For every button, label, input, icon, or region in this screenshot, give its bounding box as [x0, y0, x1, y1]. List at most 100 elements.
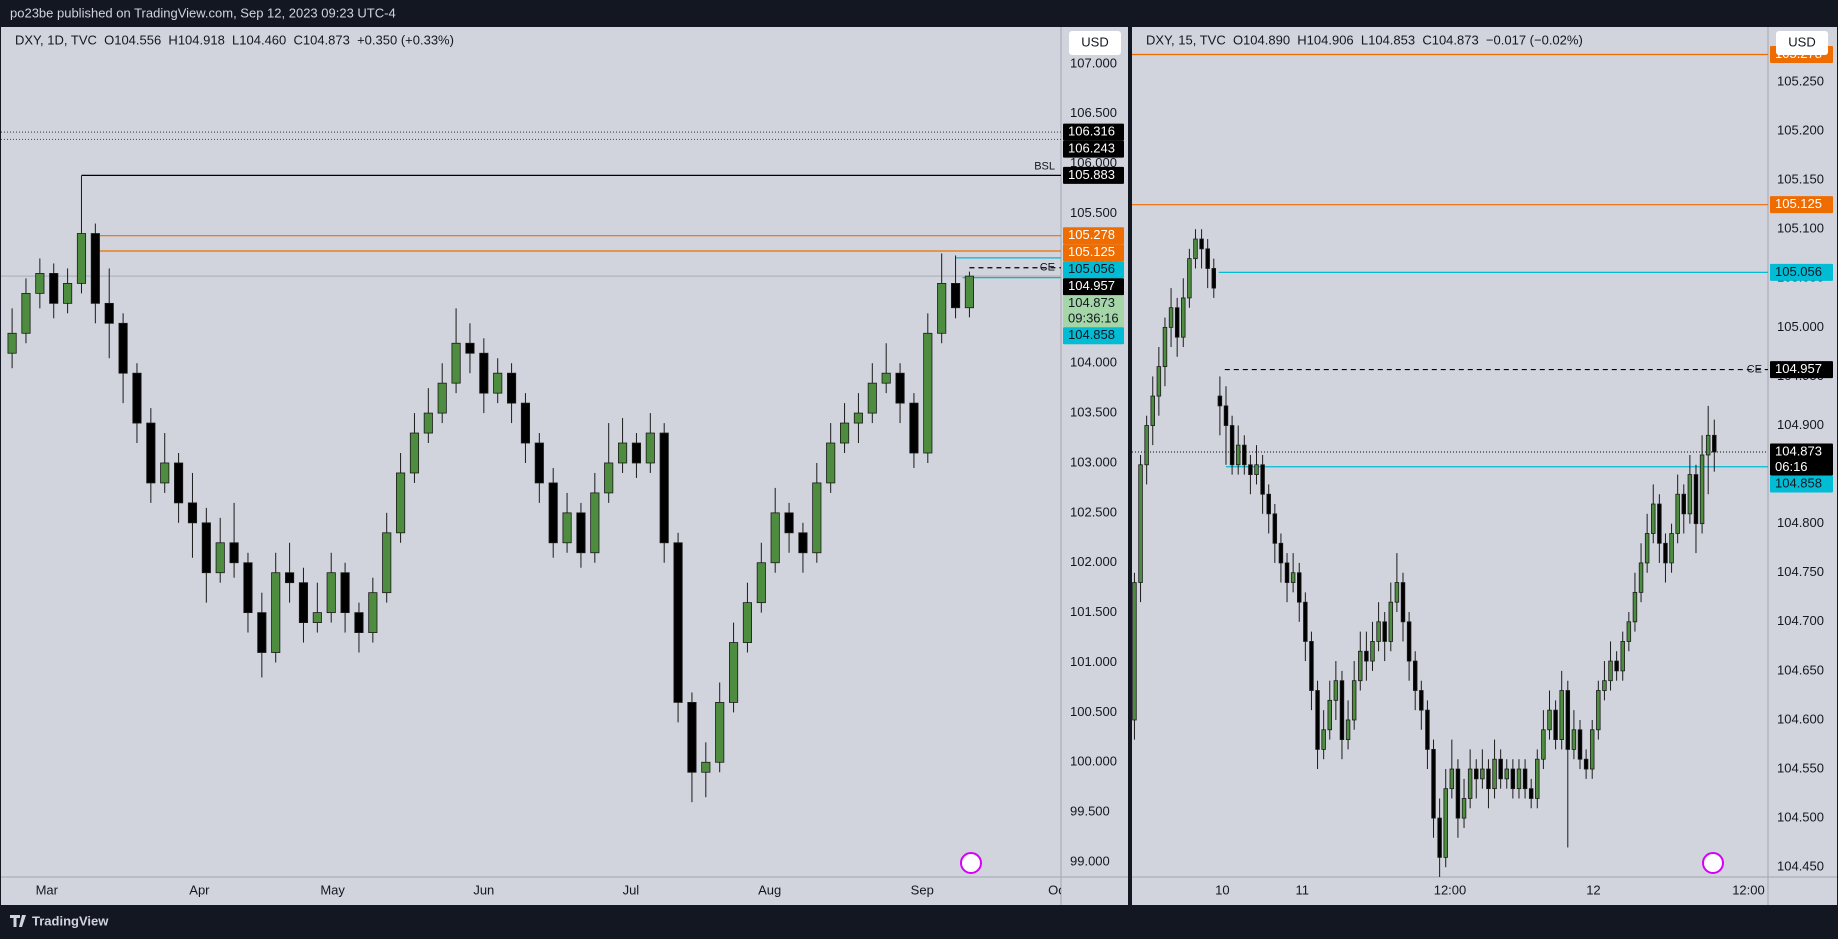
- candle-body: [1174, 307, 1180, 338]
- candle-body: [645, 432, 655, 464]
- x-tick-label: Oct: [1048, 882, 1069, 897]
- y-tick-label: 100.500: [1070, 704, 1117, 719]
- alert-icon[interactable]: [1702, 852, 1724, 874]
- candle-body: [409, 432, 420, 474]
- candle-body: [1419, 690, 1424, 711]
- y-tick-label: 99.000: [1070, 853, 1110, 868]
- candle-body: [1528, 788, 1534, 799]
- candle-body: [63, 282, 73, 304]
- candle-body: [396, 472, 406, 534]
- candle-body: [1309, 641, 1314, 691]
- candle-body: [1596, 690, 1601, 731]
- price-badge-label: 104.858: [1068, 327, 1115, 342]
- candle-body: [1644, 533, 1650, 564]
- candle-body: [1699, 454, 1705, 525]
- y-tick-label: 100.000: [1070, 754, 1117, 769]
- candle-body: [1486, 768, 1491, 790]
- candle-body: [576, 512, 586, 554]
- candle-body: [1199, 238, 1204, 250]
- time-axis: 10 11 12:00 12 12:00: [1215, 882, 1765, 897]
- candle-body: [1638, 562, 1644, 593]
- price-badge: [1063, 261, 1124, 279]
- candle-body: [1602, 680, 1607, 691]
- time-axis: Mar Apr May Jun Jul Aug Sep Oct: [36, 882, 1069, 897]
- y-tick-label: 104.500: [1777, 810, 1824, 825]
- y-tick-label: 105.100: [1777, 221, 1824, 236]
- candle-body: [715, 702, 725, 763]
- candle-body: [271, 572, 281, 653]
- price-badge-label: 104.873: [1068, 295, 1115, 310]
- candle-body: [1571, 729, 1577, 750]
- candle-body: [1498, 758, 1503, 780]
- candle-body: [312, 612, 322, 623]
- y-tick-label: 104.800: [1777, 515, 1824, 530]
- y-tick-label: 104.750: [1777, 564, 1824, 579]
- price-badge-label: 105.883: [1068, 167, 1115, 182]
- candle-body: [437, 382, 447, 414]
- candle-body: [1376, 621, 1381, 642]
- candle-body: [1235, 444, 1241, 466]
- candle-body: [1455, 768, 1461, 819]
- candle-body: [618, 442, 628, 464]
- level-text: CE: [1747, 363, 1762, 375]
- currency-button[interactable]: [1069, 31, 1121, 55]
- candle-body: [1632, 591, 1638, 623]
- candle-body: [1626, 621, 1632, 642]
- candle-body: [1138, 464, 1143, 583]
- candle-body: [562, 512, 572, 544]
- candle-body: [257, 612, 267, 653]
- price-badge-label: 105.125: [1068, 244, 1115, 259]
- x-tick-label: Jul: [623, 882, 640, 897]
- candle-body: [1254, 464, 1259, 475]
- candle-body: [1327, 699, 1332, 731]
- y-tick-label: 105.000: [1777, 319, 1824, 334]
- y-tick-label: 101.000: [1070, 654, 1117, 669]
- candle-body: [76, 233, 87, 284]
- candle-body: [90, 233, 100, 304]
- candle-body: [895, 372, 905, 404]
- x-tick-label: Jun: [473, 882, 494, 897]
- y-tick-label: 104.650: [1777, 662, 1824, 677]
- x-tick-label: Sep: [911, 882, 934, 897]
- y-tick-label: 103.000: [1070, 454, 1117, 469]
- candle-body: [909, 402, 919, 454]
- candle-body: [132, 372, 142, 424]
- countdown: 06:16: [1775, 459, 1808, 474]
- candle-body: [340, 572, 350, 614]
- candle-body: [1510, 768, 1516, 790]
- candle-body: [1248, 464, 1253, 475]
- price-badge-label: 106.316: [1068, 124, 1115, 139]
- y-tick-label: 101.500: [1070, 604, 1117, 619]
- candle-body: [1370, 641, 1375, 662]
- candle-body: [243, 562, 253, 614]
- price-badge-label: 106.243: [1068, 141, 1115, 156]
- brand-logo: [10, 915, 26, 927]
- candle-body: [1583, 758, 1589, 770]
- candle-body: [146, 422, 156, 484]
- candle-body: [1474, 768, 1479, 780]
- candle-body: [867, 382, 877, 414]
- y-tick-label: 102.500: [1070, 504, 1117, 519]
- alert-icon[interactable]: [960, 852, 982, 874]
- price-badge: [1063, 278, 1124, 296]
- candle-body: [1651, 503, 1656, 534]
- candle-body: [493, 372, 503, 394]
- candle-body: [1223, 405, 1229, 426]
- y-tick-label: 106.000: [1070, 155, 1117, 170]
- x-tick-label: 12:00: [1732, 882, 1765, 897]
- currency-label: USD: [1788, 34, 1815, 49]
- candle-body: [1449, 768, 1455, 790]
- y-tick-label: 104.600: [1777, 711, 1824, 726]
- price-badge: [1063, 140, 1124, 158]
- candle-body: [1217, 395, 1223, 407]
- plot: BSL CE: [1, 131, 1061, 803]
- currency-button[interactable]: [1776, 31, 1828, 55]
- candle-body: [1681, 493, 1687, 515]
- price-badge-label: 104.873: [1775, 443, 1822, 458]
- candle-body: [1565, 690, 1571, 750]
- x-tick-label: Aug: [758, 882, 781, 897]
- y-tick-label: 99.500: [1070, 804, 1110, 819]
- candle-body: [1620, 641, 1625, 672]
